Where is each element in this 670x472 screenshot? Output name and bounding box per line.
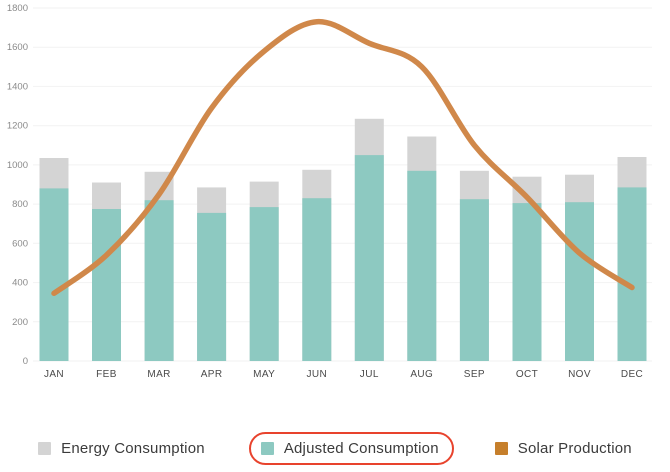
legend-label-adjusted-consumption: Adjusted Consumption: [283, 439, 439, 457]
energy-consumption-chart: 0 200 400 600 800 1000 1200 1400 1600 1800 JAN FEB M…: [7, 3, 652, 380]
x-tick-label-jul: JUL: [360, 369, 379, 380]
y-tick-label-1200: 1200: [7, 121, 28, 132]
bar-adjusted-consumption-sep: [459, 199, 489, 361]
bar-adjusted-consumption-aug: [407, 170, 437, 361]
bar-adjusted-consumption-mar: [144, 200, 174, 361]
y-tick-label-1000: 1000: [7, 160, 28, 171]
legend-item-adjusted-consumption[interactable]: Adjusted Consumption: [248, 431, 454, 465]
legend-item-solar-production[interactable]: Solar Production: [483, 432, 647, 465]
y-tick-label-1800: 1800: [7, 3, 28, 14]
x-tick-label-dec: DEC: [621, 369, 643, 380]
x-tick-label-oct: OCT: [516, 369, 538, 380]
x-tick-label-nov: NOV: [568, 369, 591, 380]
y-tick-label-400: 400: [12, 278, 28, 289]
adjusted-consumption-swatch-icon: [260, 441, 274, 455]
solar-production-line: [51, 18, 635, 297]
legend-item-energy-consumption[interactable]: Energy Consumption: [26, 432, 220, 465]
bar-adjusted-consumption-apr: [197, 212, 227, 361]
x-tick-label-jun: JUN: [306, 369, 327, 380]
y-tick-label-200: 200: [12, 317, 28, 328]
x-tick-label-apr: APR: [201, 369, 223, 380]
x-tick-label-may: MAY: [253, 369, 275, 380]
x-tick-label-jan: JAN: [44, 369, 64, 380]
legend-label-energy-consumption: Energy Consumption: [61, 439, 205, 457]
bar-adjusted-consumption-jun: [302, 198, 332, 361]
bar-adjusted-consumption-may: [249, 207, 279, 361]
solar-production-swatch-icon: [494, 441, 508, 455]
bar-adjusted-consumption-jan: [39, 188, 69, 361]
y-tick-label-800: 800: [12, 199, 28, 210]
bar-adjusted-consumption-jul: [354, 155, 384, 361]
y-tick-label-600: 600: [12, 238, 28, 249]
x-tick-label-mar: MAR: [147, 369, 170, 380]
bar-adjusted-consumption-oct: [512, 203, 542, 361]
energy-consumption-swatch-icon: [38, 441, 52, 455]
legend-label-solar-production: Solar Production: [517, 439, 632, 457]
x-tick-label-aug: AUG: [410, 369, 433, 380]
chart-legend: Energy Consumption Adjusted Consumption …: [0, 425, 670, 471]
x-tick-label-feb: FEB: [96, 369, 117, 380]
bar-adjusted-consumption-feb: [92, 209, 121, 361]
bar-adjusted-consumption-nov: [565, 202, 594, 361]
bar-adjusted-consumption-dec: [617, 187, 647, 361]
y-tick-label-0: 0: [23, 356, 28, 367]
x-tick-label-sep: SEP: [464, 369, 485, 380]
y-tick-label-1400: 1400: [7, 81, 28, 92]
y-tick-label-1600: 1600: [7, 42, 28, 53]
